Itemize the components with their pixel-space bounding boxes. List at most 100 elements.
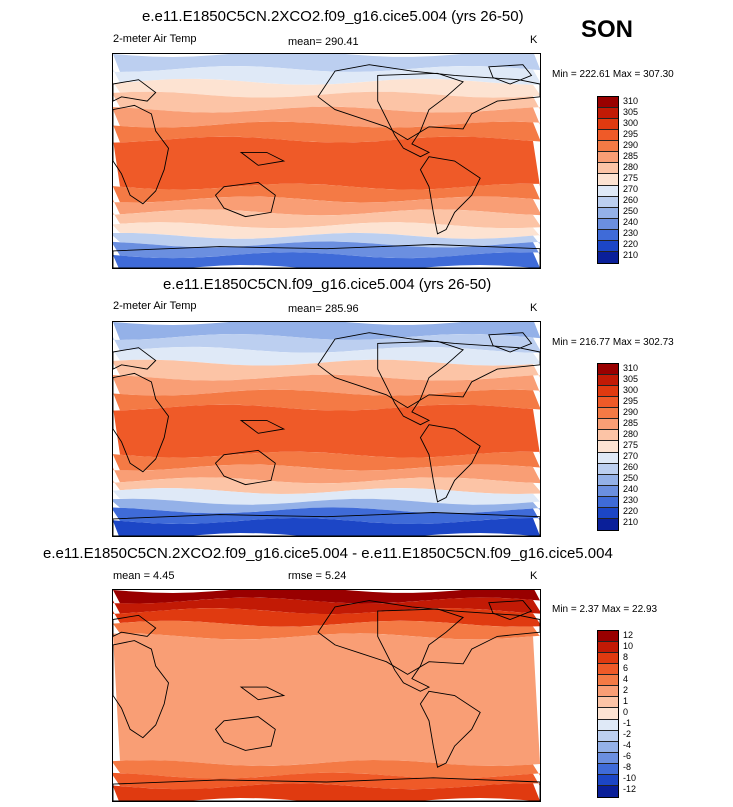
continent-outline <box>239 686 286 701</box>
continent-outline <box>419 690 481 768</box>
colorbar-swatch <box>598 708 618 720</box>
panel-1-units: K <box>530 34 538 46</box>
colorbar-tick-label: 240 <box>623 484 639 495</box>
panel-2-colorbar <box>597 363 619 531</box>
colorbar-swatch <box>598 163 618 175</box>
panel-1-mean: mean= 290.41 <box>288 36 359 48</box>
colorbar-tick-label: 280 <box>623 161 639 172</box>
temperature-band <box>113 507 540 525</box>
colorbar-swatch <box>598 463 618 475</box>
continent-outline <box>214 449 276 486</box>
colorbar-tick-label: 6 <box>623 662 629 673</box>
continent-outline <box>113 614 157 637</box>
colorbar-tick-label: -6 <box>623 751 632 762</box>
colorbar-swatch <box>598 174 618 186</box>
colorbar-swatch <box>598 496 618 508</box>
colorbar-tick-label: 295 <box>623 128 639 139</box>
colorbar-swatch <box>598 240 618 252</box>
map-field <box>113 590 540 801</box>
colorbar-tick-label: 250 <box>623 473 639 484</box>
colorbar-tick-label: 295 <box>623 395 639 406</box>
colorbar-swatch <box>598 97 618 109</box>
temperature-band <box>113 620 540 640</box>
continent-outline <box>214 716 276 751</box>
colorbar-tick-label: 230 <box>623 228 639 239</box>
colorbar-tick-label: 0 <box>623 707 629 717</box>
temperature-band <box>113 346 540 366</box>
colorbar-swatch <box>598 752 618 764</box>
colorbar-tick-label: 210 <box>623 517 639 528</box>
colorbar-tick-label: 260 <box>623 462 639 473</box>
temperature-band <box>113 54 540 72</box>
colorbar-swatch <box>598 375 618 387</box>
colorbar-tick-label: 290 <box>623 406 639 417</box>
temperature-band <box>113 404 540 458</box>
continent-outline <box>113 777 540 801</box>
colorbar-swatch <box>598 730 618 742</box>
continent-outline <box>239 419 286 434</box>
colorbar-tick-label: 10 <box>623 640 634 651</box>
continent-outline <box>113 104 169 205</box>
continent-outline <box>113 640 169 739</box>
colorbar-tick-label: 290 <box>623 139 639 150</box>
continent-outline <box>377 608 464 692</box>
temperature-band <box>113 590 540 604</box>
colorbar-tick-label: 260 <box>623 195 639 206</box>
temperature-band <box>113 488 540 505</box>
temperature-band <box>113 183 540 203</box>
panel-2-mean: mean= 285.96 <box>288 303 359 315</box>
colorbar-tick-label: 300 <box>623 384 639 395</box>
colorbar-swatch <box>598 229 618 241</box>
colorbar-swatch <box>598 719 618 731</box>
colorbar-swatch <box>598 408 618 420</box>
colorbar-tick-label: 275 <box>623 173 639 183</box>
colorbar-swatch <box>598 763 618 775</box>
colorbar-swatch <box>598 152 618 164</box>
map-field <box>113 322 540 536</box>
continent-outline <box>113 372 169 473</box>
temperature-band <box>113 106 540 128</box>
colorbar-swatch <box>598 785 618 797</box>
colorbar-swatch <box>598 686 618 698</box>
temperature-band <box>113 374 540 396</box>
continent-outline <box>419 424 481 503</box>
temperature-band <box>113 451 540 471</box>
panel-2-minmax: Min = 216.77 Max = 302.73 <box>552 337 674 348</box>
temperature-band <box>113 772 540 790</box>
temperature-band <box>113 252 540 268</box>
colorbar-tick-label: -1 <box>623 718 632 729</box>
panel-3-units: K <box>530 570 538 582</box>
colorbar-swatch <box>598 130 618 142</box>
colorbar-tick-label: 285 <box>623 150 639 161</box>
colorbar-tick-label: 310 <box>623 95 639 106</box>
panel-2-title: e.e11.E1850C5CN.f09_g16.cice5.004 (yrs 2… <box>163 276 492 293</box>
colorbar-tick-label: -4 <box>623 740 632 751</box>
continent-outline <box>113 244 540 268</box>
temperature-band <box>113 78 540 98</box>
continent-outline <box>377 340 464 426</box>
continent-outline <box>113 347 157 370</box>
colorbar-swatch <box>598 108 618 120</box>
colorbar-tick-label: 280 <box>623 428 639 439</box>
colorbar-swatch <box>598 141 618 153</box>
colorbar-swatch <box>598 386 618 398</box>
colorbar-tick-label: 210 <box>623 250 639 261</box>
colorbar-swatch <box>598 774 618 786</box>
colorbar-tick-label: 1 <box>623 695 629 706</box>
temperature-band <box>113 65 540 85</box>
panel-3-minmax: Min = 2.37 Max = 22.93 <box>552 604 658 615</box>
colorbar-swatch <box>598 642 618 654</box>
colorbar-swatch <box>598 675 618 687</box>
colorbar-tick-label: 240 <box>623 217 639 228</box>
colorbar-swatch <box>598 507 618 519</box>
temperature-band <box>113 498 540 514</box>
colorbar-tick-label: -8 <box>623 762 632 773</box>
colorbar-swatch <box>598 631 618 643</box>
colorbar-swatch <box>598 452 618 464</box>
colorbar-swatch <box>598 518 618 530</box>
map-field <box>113 54 540 268</box>
colorbar-tick-label: 220 <box>623 506 639 517</box>
temperature-band <box>113 518 540 536</box>
continent-outline <box>488 64 533 85</box>
colorbar-tick-label: 310 <box>623 362 639 373</box>
